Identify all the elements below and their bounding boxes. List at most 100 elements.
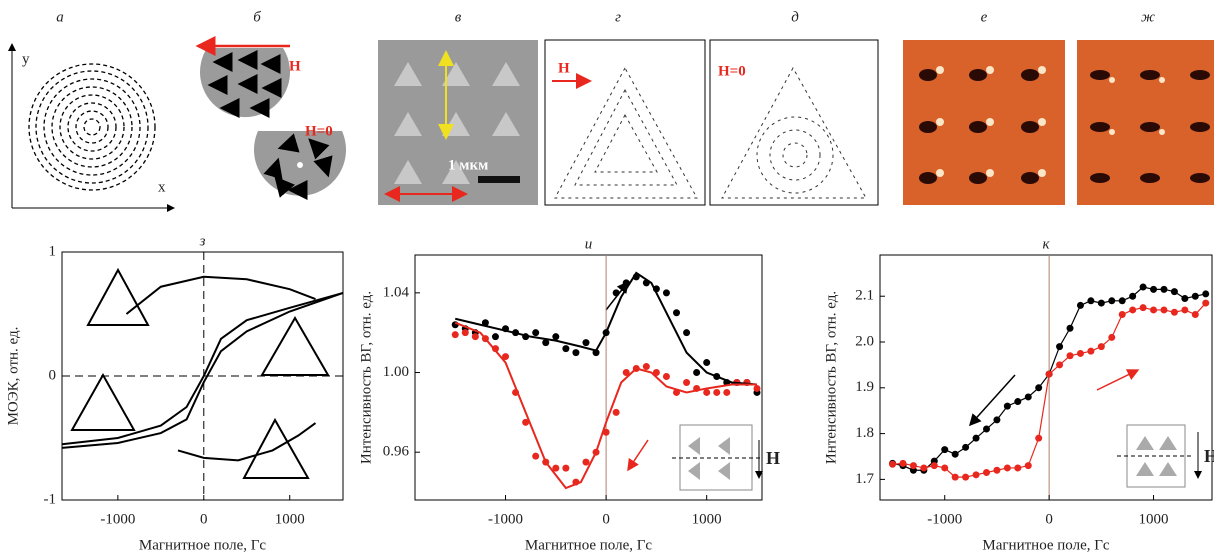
panel-simulation: H [545, 40, 705, 205]
data-point [703, 389, 710, 396]
data-point [663, 373, 670, 380]
data-point [962, 474, 969, 481]
data-point [1129, 293, 1136, 300]
data-point [683, 329, 690, 336]
x-tick-label: 1000 [275, 511, 305, 527]
data-point [1035, 435, 1042, 442]
data-point [920, 464, 927, 471]
data-point [1140, 284, 1147, 291]
axis-label: x [158, 179, 166, 195]
panel-label: д [791, 9, 799, 25]
data-point [1098, 300, 1105, 307]
panel-label: а [56, 9, 64, 25]
data-point [562, 465, 569, 472]
data-point [452, 331, 459, 338]
x-tick-label: -1000 [100, 511, 135, 527]
axis-label: y [22, 51, 30, 67]
data-point [1035, 384, 1042, 391]
field-label: H [766, 448, 780, 468]
data-point [1077, 302, 1084, 309]
data-point [532, 453, 539, 460]
data-point [1160, 286, 1167, 293]
data-point [462, 329, 469, 336]
data-point [1108, 297, 1115, 304]
x-axis-label: Магнитное поле, Гс [139, 537, 267, 553]
chart-title: и [585, 236, 593, 252]
data-point [1119, 297, 1126, 304]
y-tick-label: 1.04 [383, 284, 410, 300]
data-point [1119, 311, 1126, 318]
scale-bar-label: 1 мкм [448, 157, 488, 173]
data-point [993, 416, 1000, 423]
data-point [1192, 293, 1199, 300]
data-point [552, 333, 559, 340]
data-point [713, 389, 720, 396]
data-point [1202, 290, 1209, 297]
panel-label: г [615, 9, 621, 25]
y-tick-label: 1 [49, 243, 57, 259]
field-label: H=0 [305, 123, 333, 139]
data-point [683, 379, 690, 386]
series-line [62, 293, 343, 444]
data-point [952, 474, 959, 481]
data-point [582, 339, 589, 346]
y-tick-label: 0.96 [383, 444, 410, 460]
data-point [1067, 352, 1074, 359]
data-point [613, 289, 620, 296]
field-label: H [558, 60, 570, 76]
data-point [993, 467, 1000, 474]
data-point [723, 389, 730, 396]
data-point [472, 333, 479, 340]
x-tick-label: 0 [1045, 511, 1053, 527]
data-point [1129, 306, 1136, 313]
data-point [931, 462, 938, 469]
data-point [910, 462, 917, 469]
series-line [62, 293, 343, 448]
data-point [753, 385, 760, 392]
x-tick-label: 0 [200, 511, 208, 527]
chart-title: к [1042, 236, 1050, 252]
chart-title: з [199, 233, 206, 249]
inset: H H [672, 425, 1214, 490]
y-tick-label: 1.7 [855, 471, 874, 487]
data-point [1192, 311, 1199, 318]
data-point [643, 363, 650, 370]
data-point [532, 329, 539, 336]
panel-label: ж [1141, 9, 1155, 25]
page: а б в г д е ж y x H H=0 1 мкм H H=0 H [0, 0, 1214, 555]
data-point [663, 289, 670, 296]
data-point [1181, 295, 1188, 302]
data-point [941, 446, 948, 453]
data-point [889, 461, 896, 468]
panel-label: е [981, 9, 988, 25]
data-point [1004, 464, 1011, 471]
data-point [492, 333, 499, 340]
data-point [962, 444, 969, 451]
data-point [613, 409, 620, 416]
y-tick-label: 1.00 [383, 364, 409, 380]
panel-label: б [253, 9, 261, 25]
data-point [1046, 371, 1053, 378]
data-point [1160, 306, 1167, 313]
data-point [973, 471, 980, 478]
field-label: H=0 [718, 63, 746, 79]
x-tick-label: -1000 [488, 511, 523, 527]
y-axis-label: Интенсивность ВГ, отн. ед. [823, 291, 839, 464]
data-point [1004, 403, 1011, 410]
data-point [1087, 348, 1094, 355]
data-point [693, 369, 700, 376]
data-point [1140, 304, 1147, 311]
figure: а б в г д е ж y x H H=0 1 мкм H H=0 H [0, 0, 1214, 555]
x-axis-label: Магнитное поле, Гс [982, 537, 1110, 553]
data-point [1025, 393, 1032, 400]
data-point [1056, 343, 1063, 350]
data-point [1014, 398, 1021, 405]
y-tick-label: 2.1 [855, 288, 874, 304]
data-point [1150, 306, 1157, 313]
data-point [1098, 343, 1105, 350]
panel-mfm [903, 40, 1214, 205]
panel-sem: 1 мкм [378, 40, 538, 205]
x-tick-label: 0 [602, 511, 610, 527]
data-point [941, 464, 948, 471]
y-axis-label: Интенсивность ВГ, отн. ед. [358, 291, 374, 464]
